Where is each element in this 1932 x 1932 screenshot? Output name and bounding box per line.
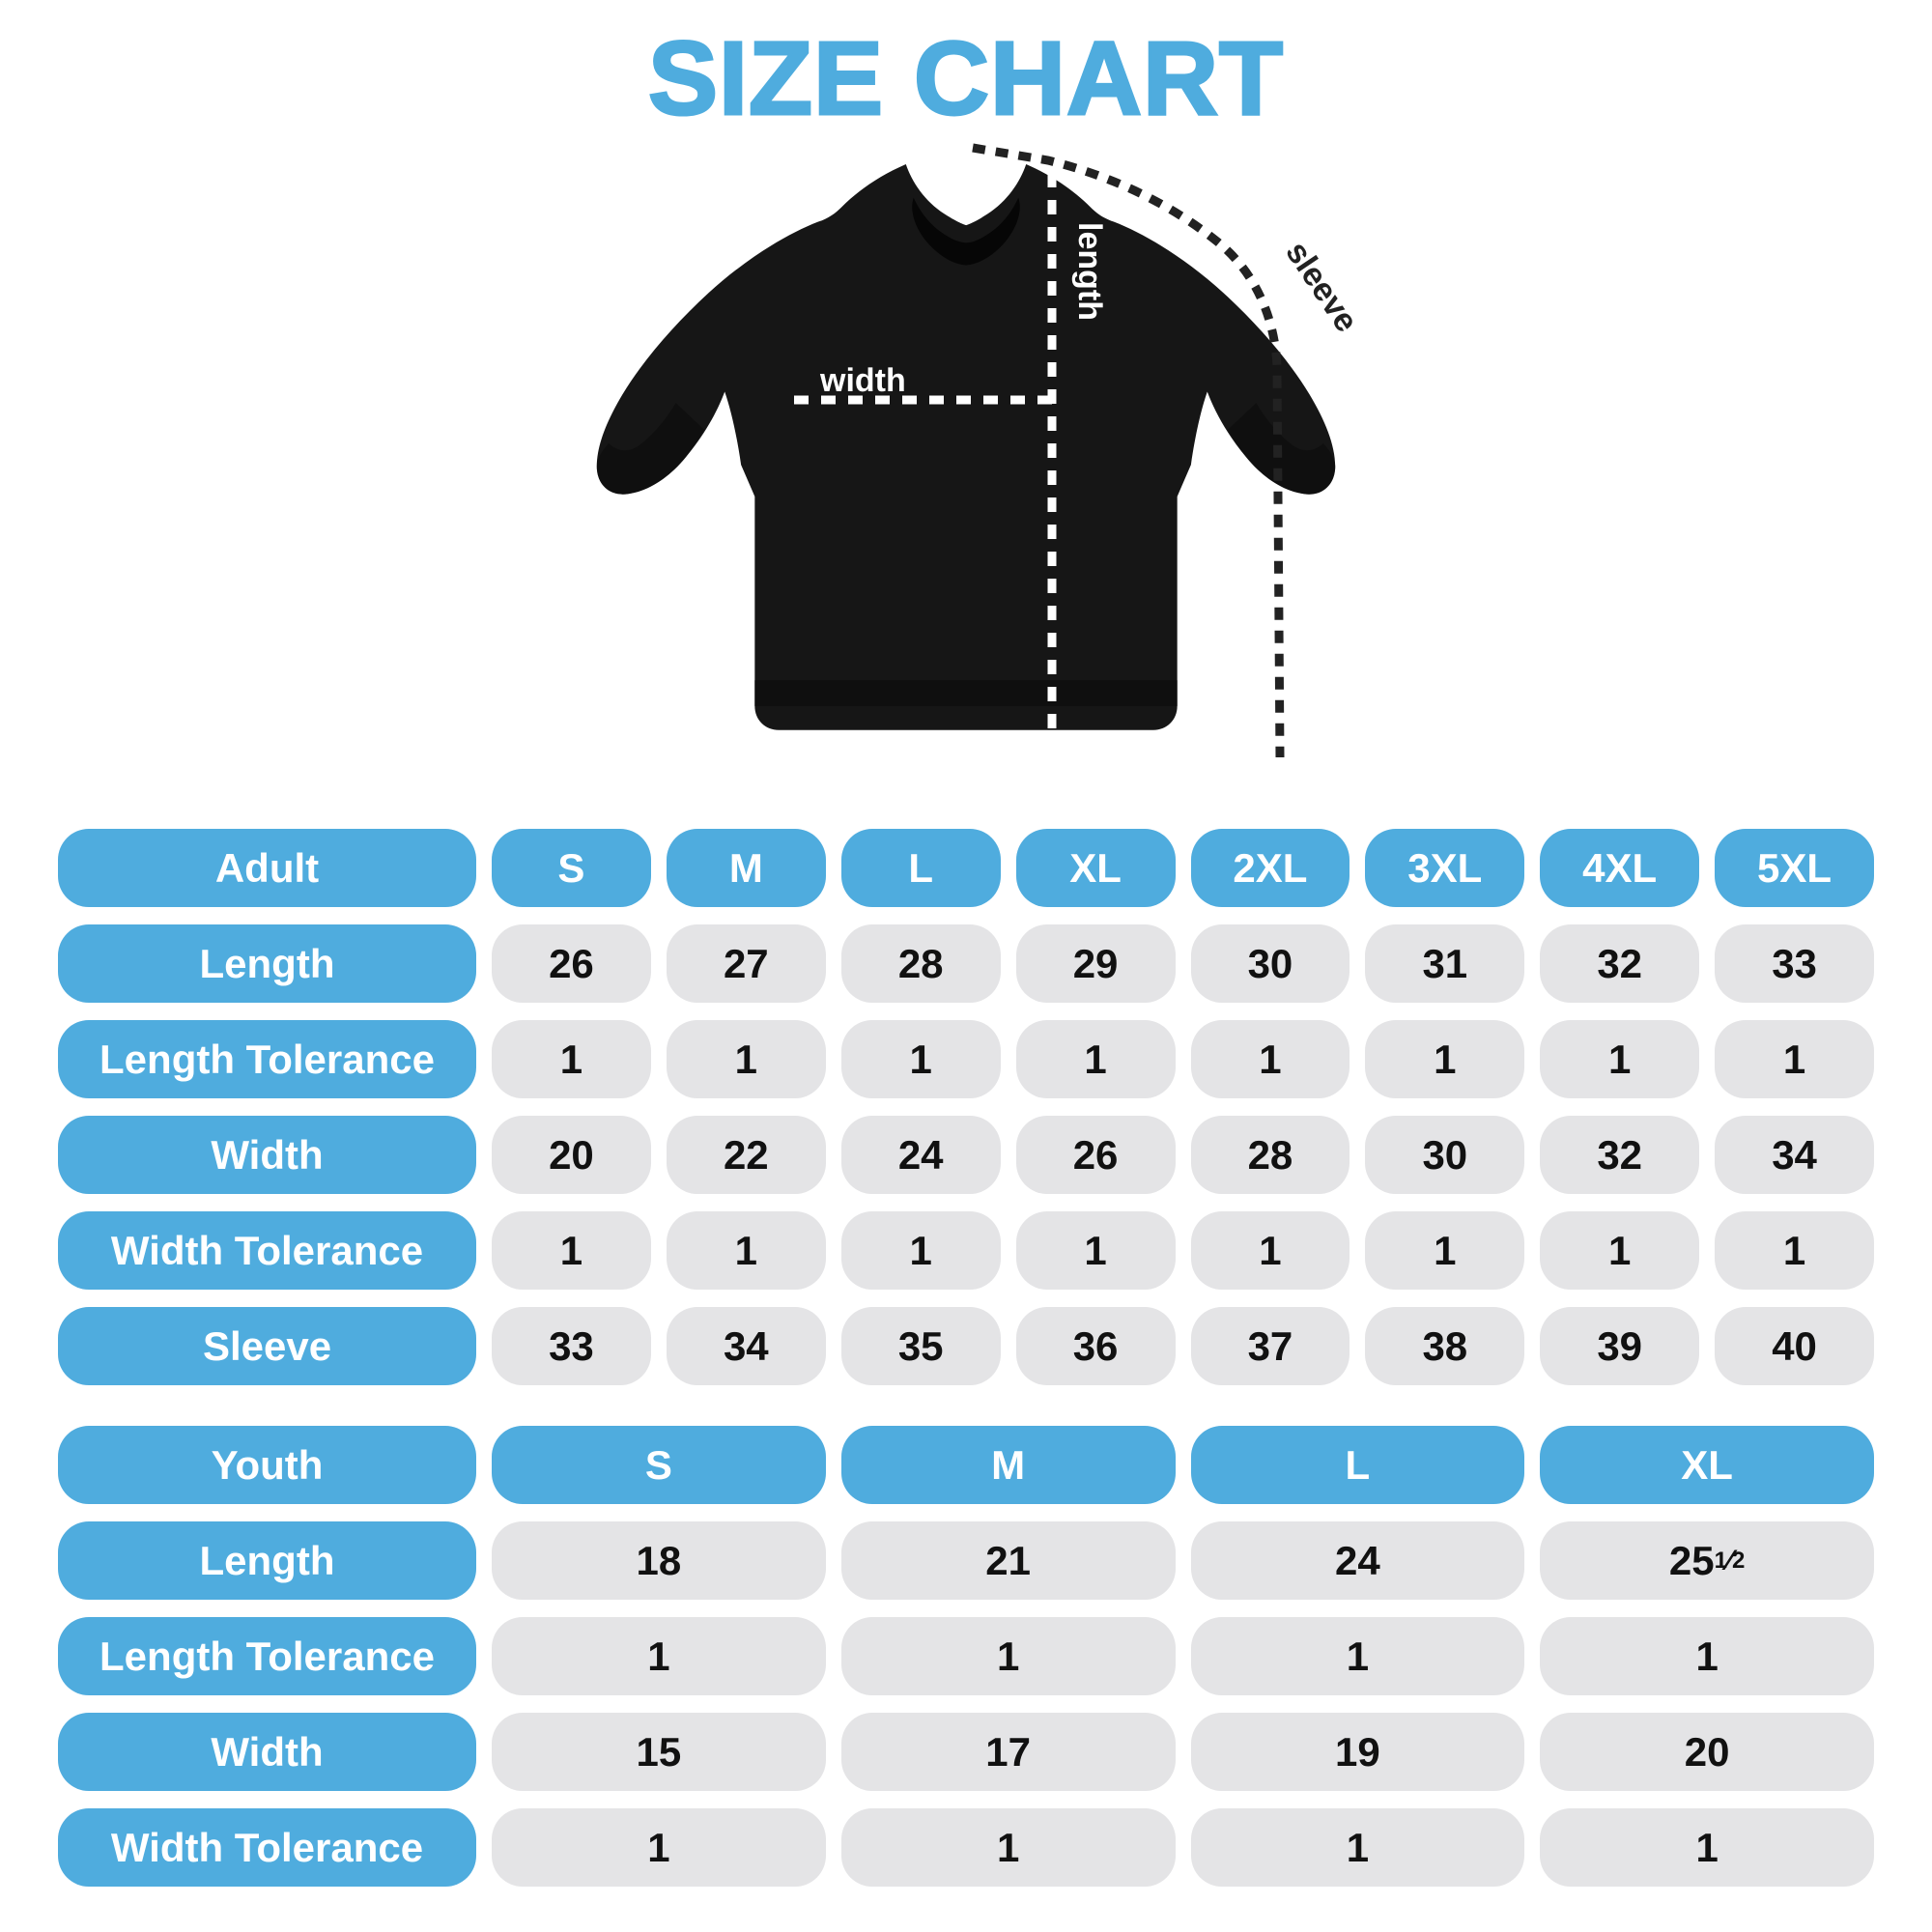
svg-text:sleeve: sleeve [1278, 235, 1365, 338]
svg-text:width: width [819, 362, 906, 399]
svg-text:length: length [1071, 222, 1108, 321]
